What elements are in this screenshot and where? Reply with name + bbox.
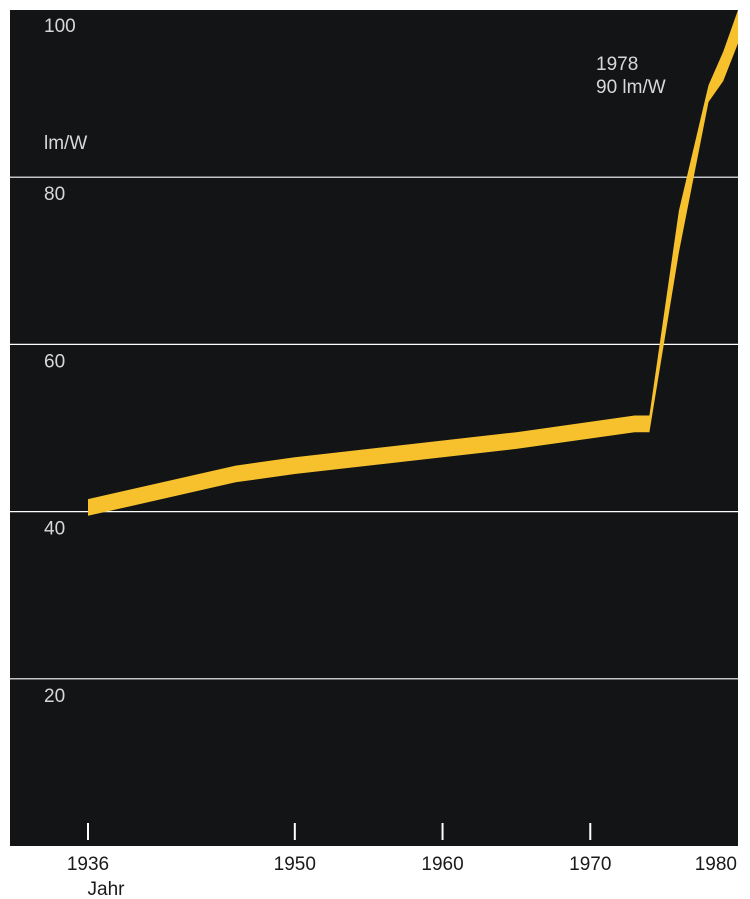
- x-tick-label-1936: 1936: [67, 854, 109, 875]
- x-tick-label-1950: 1950: [274, 854, 316, 875]
- gridlines: [10, 176, 738, 680]
- x-axis-label: Jahr: [88, 879, 126, 899]
- x-axis: 1936 1950 1960 1970 1980: [67, 823, 737, 875]
- y-tick-label-100: 100: [44, 16, 76, 37]
- x-tick-label-1960: 1960: [421, 854, 463, 875]
- annotation-value: 90 lm/W: [596, 77, 666, 98]
- x-tick-label-1970: 1970: [569, 854, 611, 875]
- y-tick-label-40: 40: [44, 519, 65, 540]
- y-tick-labels: 20 40 60 80 100: [44, 16, 76, 707]
- y-axis-label: lm/W: [44, 133, 87, 154]
- y-tick-label-60: 60: [44, 351, 65, 372]
- y-tick-label-20: 20: [44, 686, 65, 707]
- y-tick-label-80: 80: [44, 184, 65, 205]
- x-tick-label-1980: 1980: [695, 854, 737, 875]
- annotation-year: 1978: [596, 54, 638, 75]
